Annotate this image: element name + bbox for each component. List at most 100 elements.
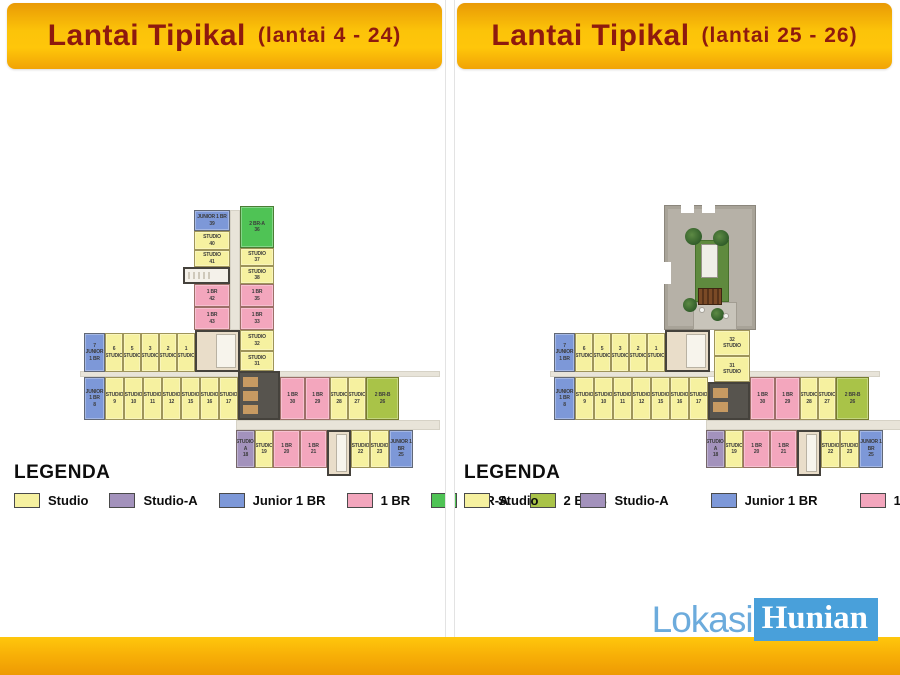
unit-studio-41: STUDIO 41 [194, 250, 230, 267]
terrace-pool [701, 244, 718, 278]
unit-1-br-29: 1 BR 29 [305, 377, 330, 420]
terrace-pergola [698, 288, 722, 305]
unit-6-studio: 6 STUDIO [575, 333, 593, 372]
floorplan: JUNIOR 1 BR 39 STUDIO 40 STUDIO 41 1 BR 42 1 BR 4… [80, 206, 440, 476]
legend-swatch [859, 493, 886, 508]
unit-1-br-20: 1 BR 20 [273, 430, 300, 468]
unit-studio-a-18: STUDIO-A 18 [236, 430, 255, 468]
panel-lantai-4-24: Lantai Tipikal (lantai 4 - 24) JUNIOR 1 … [7, 3, 607, 508]
unit-1-br-43: 1 BR 43 [194, 307, 230, 330]
terrace-notch [664, 262, 671, 284]
unit-6-studio: 6 STUDIO [105, 333, 123, 372]
unit-studio-22: STUDIO 22 [821, 430, 840, 468]
panel-divider [445, 0, 455, 637]
legend-label: Studio-A [143, 493, 198, 508]
unit-studio-23: STUDIO 23 [370, 430, 389, 468]
unit-1-br-42: 1 BR 42 [194, 284, 230, 307]
unit-studio-16: STUDIO 16 [670, 377, 689, 420]
stair-core [183, 267, 230, 284]
unit-studio-23: STUDIO 23 [840, 430, 859, 468]
legend-swatch [346, 493, 373, 508]
logo-text-lokasi: Lokasi [651, 598, 754, 640]
legend-swatch [218, 493, 245, 508]
service-core [797, 430, 821, 476]
header-bar: Lantai Tipikal (lantai 4 - 24) [7, 3, 442, 69]
legend-item: Studio [14, 493, 88, 508]
unit-studio-10: STUDIO 10 [594, 377, 613, 420]
unit-studio-15: STUDIO 15 [181, 377, 200, 420]
unit-1-br-35: 1 BR 35 [240, 284, 274, 307]
legend-swatch [529, 493, 556, 508]
legend-swatch [580, 493, 607, 508]
unit-studio-12: STUDIO 12 [162, 377, 181, 420]
unit-studio-15: STUDIO 15 [651, 377, 670, 420]
unit-2-studio: 2 STUDIO [159, 333, 177, 372]
elevator-core [708, 382, 750, 420]
corridor [230, 210, 240, 330]
unit-32-studio: 32 STUDIO [714, 330, 750, 356]
unit-5-studio: 5 STUDIO [593, 333, 611, 372]
unit-1-br-30: 1 BR 30 [280, 377, 305, 420]
legend-title: LEGENDA [464, 462, 561, 483]
legend-item: Junior 1 BR [218, 493, 326, 508]
unit-studio-37: STUDIO 37 [240, 248, 274, 266]
unit-studio-19: STUDIO 19 [725, 430, 743, 468]
unit-2-studio: 2 STUDIO [629, 333, 647, 372]
unit-studio-9: STUDIO 9 [575, 377, 594, 420]
unit-7-junior-1-br: 7 JUNIOR 1 BR [84, 333, 105, 372]
unit-3-studio: 3 STUDIO [141, 333, 159, 372]
unit-studio-32: STUDIO 32 [240, 330, 274, 351]
corridor [706, 420, 900, 430]
logo-text-hunian: Hunian [753, 598, 878, 641]
page-title: Lantai Tipikal [47, 19, 246, 52]
unit-junior-1-br-8: JUNIOR 1 BR 8 [554, 377, 575, 420]
terrace-tree [685, 228, 702, 245]
page-subtitle: (lantai 4 - 24) [257, 24, 402, 47]
unit-studio-17: STUDIO 17 [689, 377, 708, 420]
unit-7-junior-1-br: 7 JUNIOR 1 BR [554, 333, 575, 372]
unit-2-br-a-36: 2 BR-A 36 [240, 206, 274, 248]
unit-studio-27: STUDIO 27 [818, 377, 836, 420]
service-core [195, 330, 240, 372]
unit-studio-22: STUDIO 22 [351, 430, 370, 468]
unit-studio-40: STUDIO 40 [194, 231, 230, 250]
legend-label: 1 BR [893, 493, 900, 508]
unit-1-br-21: 1 BR 21 [770, 430, 797, 468]
unit-studio-19: STUDIO 19 [255, 430, 273, 468]
unit-junior-1-br-39: JUNIOR 1 BR 39 [194, 210, 230, 231]
unit-1-br-20: 1 BR 20 [743, 430, 770, 468]
unit-31-studio: 31 STUDIO [714, 356, 750, 382]
unit-1-br-33: 1 BR 33 [240, 307, 274, 330]
unit-1-studio: 1 STUDIO [177, 333, 195, 372]
unit-2-br-b-26: 2 BR-B 26 [836, 377, 869, 420]
unit-2-br-b-26: 2 BR-B 26 [366, 377, 399, 420]
terrace-chair [723, 313, 729, 319]
corridor [236, 420, 440, 430]
unit-studio-11: STUDIO 11 [143, 377, 162, 420]
terrace-tree [683, 298, 697, 312]
legend-item: Studio [464, 493, 538, 508]
unit-1-br-21: 1 BR 21 [300, 430, 327, 468]
terrace-tree [711, 308, 724, 321]
lokasihunian-logo: Lokasi Hunian [652, 598, 878, 641]
legend-label: Junior 1 BR [744, 493, 818, 508]
legend-swatch [710, 493, 737, 508]
unit-5-studio: 5 STUDIO [123, 333, 141, 372]
legend-title: LEGENDA [14, 462, 111, 483]
unit-studio-11: STUDIO 11 [613, 377, 632, 420]
page-title: Lantai Tipikal [491, 19, 690, 52]
unit-studio-28: STUDIO 28 [800, 377, 818, 420]
legend-item: 1 BR [346, 493, 410, 508]
service-core [665, 330, 710, 372]
unit-junior-1-br-25: JUNIOR 1 BR 25 [389, 430, 413, 468]
legend-label: Studio-A [614, 493, 669, 508]
legend-item: 1 BR [859, 493, 900, 508]
terrace-chair [699, 307, 705, 313]
service-core [327, 430, 351, 476]
unit-studio-12: STUDIO 12 [632, 377, 651, 420]
unit-1-br-29: 1 BR 29 [775, 377, 800, 420]
unit-1-br-30: 1 BR 30 [750, 377, 775, 420]
terrace-notch [681, 205, 694, 213]
